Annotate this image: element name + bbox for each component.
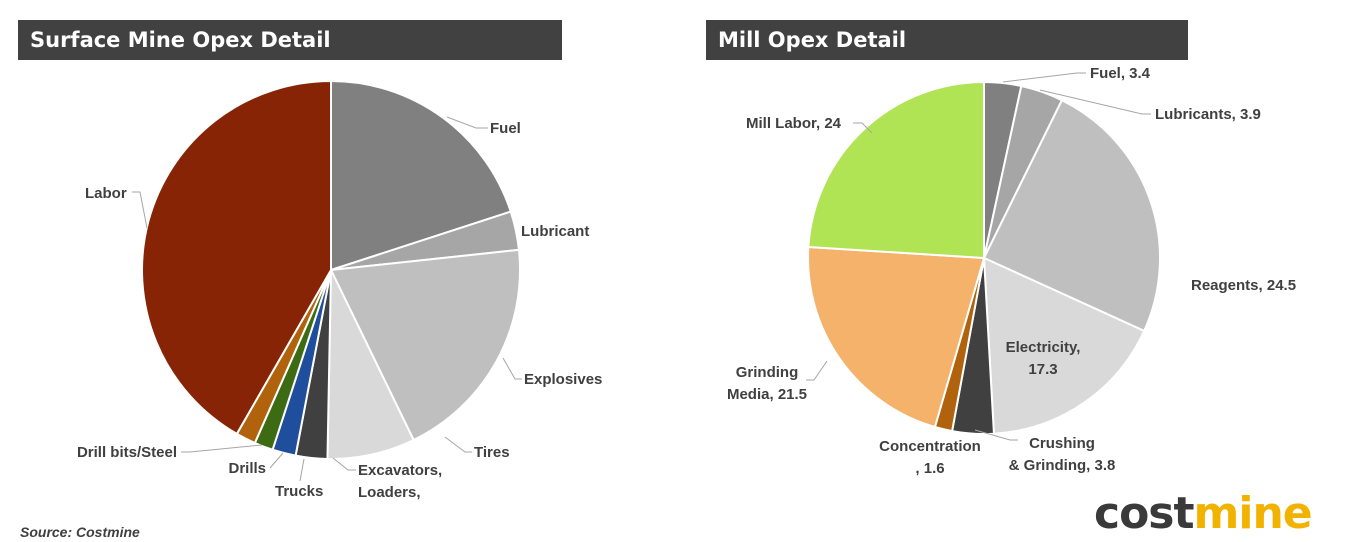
mill-slice-mill-labor-24	[807, 80, 985, 260]
label-mill-fuel: Fuel, 3.4	[1090, 65, 1151, 82]
leader-trucks	[299, 458, 305, 482]
label-mill-labor: Mill Labor, 24	[746, 115, 842, 132]
mill-slice-grinding-media-21-5	[807, 245, 986, 429]
label-excavators-loaders: Excavators, Loaders,	[358, 462, 442, 501]
surface-mine-slice-fuel	[330, 79, 513, 272]
label-trucks: Trucks	[275, 483, 323, 500]
label-drill-bits-steel: Drill bits/Steel	[77, 444, 177, 461]
source-note: Source: Costmine	[20, 524, 140, 540]
label-lubricant: Lubricant	[521, 223, 589, 240]
logo-part-mine: mine	[1193, 488, 1313, 539]
leader-mill-crushing	[974, 429, 1018, 441]
mill-slice-reagents-24-5	[982, 98, 1162, 333]
mill-chart-title: Mill Opex Detail	[706, 20, 1188, 60]
leader-mill-lubricants	[1039, 89, 1151, 115]
label-mill-electricity: Electricity, 17.3	[1006, 339, 1081, 378]
surface-mine-slice-labor	[141, 79, 332, 436]
logo-part-cost: cost	[1094, 488, 1195, 539]
label-explosives: Explosives	[524, 371, 602, 388]
label-mill-concentration: Concentration, 1.6	[879, 438, 981, 477]
leader-explosives	[502, 357, 522, 380]
surface-mine-slice-explosives	[329, 248, 521, 442]
mill-slice-electricity-17-3	[982, 256, 1146, 435]
leader-excavators	[332, 457, 356, 471]
label-tires: Tires	[474, 444, 510, 461]
label-mill-grinding-media: Grinding Media, 21.5	[727, 364, 807, 403]
mill-pie	[807, 80, 1162, 435]
label-mill-crushing-grinding: Crushing & Grinding, 3.8	[1009, 435, 1116, 474]
leader-fuel	[446, 116, 488, 129]
label-labor: Labor	[85, 185, 127, 202]
label-mill-lubricants: Lubricants, 3.9	[1155, 106, 1261, 123]
slice-labels: Fuel Lubricant Explosives Tires Excavators, L…	[77, 65, 1296, 501]
label-fuel: Fuel	[490, 120, 521, 137]
surface-mine-chart-title: Surface Mine Opex Detail	[18, 20, 562, 60]
label-drills: Drills	[228, 460, 266, 477]
leader-mill-labor	[853, 122, 873, 134]
leader-drills	[269, 452, 284, 469]
costmine-logo: costmine	[1094, 486, 1313, 542]
leader-tires	[444, 436, 472, 453]
leader-drill-bits	[181, 444, 263, 453]
leader-labor	[132, 191, 148, 229]
label-mill-reagents: Reagents, 24.5	[1191, 277, 1296, 294]
leader-mill-grinding-media	[806, 360, 828, 381]
surface-mine-pie	[141, 79, 521, 460]
leader-mill-fuel	[1002, 72, 1086, 83]
